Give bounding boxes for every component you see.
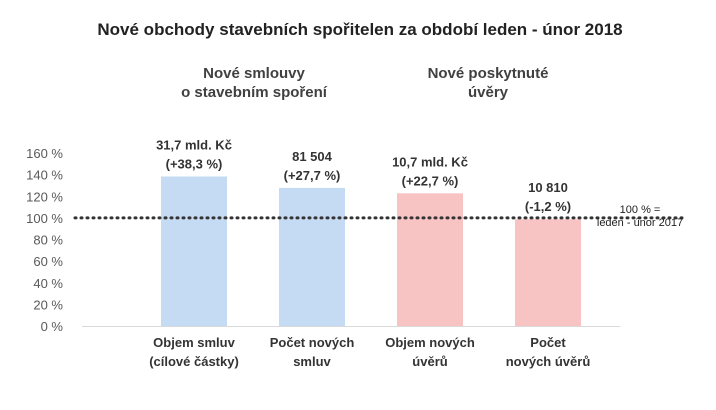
category-label-line: (cílové částky) (149, 354, 239, 369)
data-label-line: 10,7 mld. Kč (392, 154, 468, 169)
y-tick-label: 80 % (33, 233, 63, 248)
data-label: 10,7 mld. Kč (+22,7 %) (392, 154, 468, 188)
group-label-line: úvěry (468, 84, 509, 101)
data-label: 10 810 (-1,2 %) (525, 180, 571, 214)
data-label: 81 504 (+27,7 %) (284, 149, 341, 183)
data-label-line: 31,7 mld. Kč (156, 137, 232, 152)
data-label-line: 81 504 (292, 149, 333, 164)
category-label: Objem smluv (cílové částky) (149, 335, 239, 369)
reference-line-group: 100 % = leden - únor 2017 (73, 204, 687, 229)
data-label-line: 10 810 (528, 180, 568, 195)
y-axis: 0 % 20 % 40 % 60 % 80 % 100 % 120 % 140 % 160 % (26, 146, 63, 334)
category-label-line: nových úvěrů (506, 354, 591, 369)
chart-title: Nové obchody stavebních spořitelen za ob… (97, 20, 622, 39)
reference-line-label-line: leden - únor 2017 (597, 217, 683, 229)
group-label-line: Nové smlouvy (203, 65, 305, 82)
bar (279, 187, 345, 326)
y-tick-label: 40 % (33, 276, 63, 291)
y-tick-label: 60 % (33, 254, 63, 269)
data-label: 31,7 mld. Kč (+38,3 %) (156, 137, 232, 171)
category-label-line: smluv (293, 354, 331, 369)
category-label: Počet nových úvěrů (506, 335, 591, 369)
y-tick-label: 160 % (26, 146, 63, 161)
group-label: Nové poskytnuté úvěry (428, 65, 549, 101)
data-label-line: (+38,3 %) (166, 156, 223, 171)
bar (397, 193, 463, 326)
data-label-line: (+22,7 %) (402, 173, 459, 188)
y-tick-label: 20 % (33, 297, 63, 312)
category-label-line: Počet (530, 335, 566, 350)
bars (82, 176, 620, 327)
group-labels: Nové smlouvy o stavebním spoření Nové posk… (181, 65, 548, 101)
group-label-line: Nové poskytnuté (428, 65, 549, 82)
reference-line-label-line: 100 % = (620, 204, 661, 216)
category-label-line: Počet nových (270, 335, 355, 350)
group-label: Nové smlouvy o stavebním spoření (181, 65, 328, 101)
y-tick-label: 140 % (26, 168, 63, 183)
bar (515, 219, 581, 326)
reference-line-label: 100 % = leden - únor 2017 (597, 204, 683, 229)
data-labels: 31,7 mld. Kč (+38,3 %) 81 504 (+27,7 %) 10,7… (156, 137, 571, 214)
group-label-line: o stavebním spoření (181, 84, 328, 101)
category-labels: Objem smluv (cílové částky) Počet nových sm… (149, 335, 590, 369)
bar (161, 176, 227, 326)
data-label-line: (+27,7 %) (284, 168, 341, 183)
y-tick-label: 100 % (26, 211, 63, 226)
category-label-line: Objem smluv (153, 335, 235, 350)
data-label-line: (-1,2 %) (525, 199, 571, 214)
y-tick-label: 0 % (41, 319, 64, 334)
category-label-line: úvěrů (412, 354, 447, 369)
category-label-line: Objem nových (385, 335, 475, 350)
category-label: Objem nových úvěrů (385, 335, 475, 369)
category-label: Počet nových smluv (270, 335, 355, 369)
y-tick-label: 120 % (26, 189, 63, 204)
